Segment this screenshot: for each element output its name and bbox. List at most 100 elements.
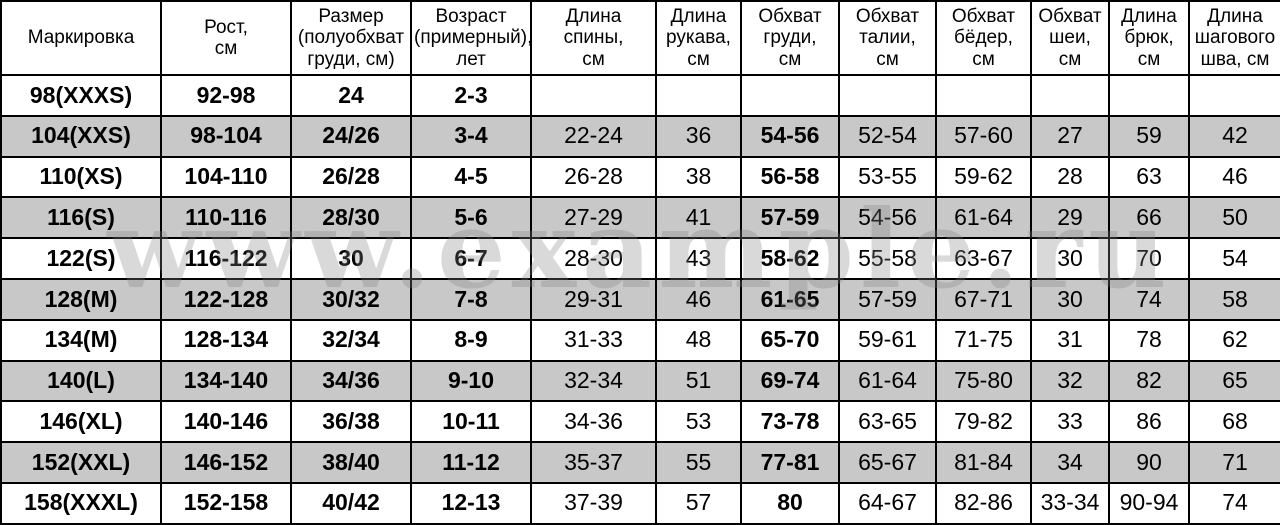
table-cell: 30 (1030, 277, 1110, 321)
table-cell: 24/26 (290, 114, 412, 158)
column-header: Длина рукава, см (655, 0, 742, 76)
row-size-label: 116(S) (0, 196, 162, 240)
table-cell: 62 (1188, 318, 1280, 362)
table-cell: 12-13 (410, 481, 532, 525)
table-cell: 50 (1188, 196, 1280, 240)
table-header: Маркировка Рост, см Размер (полуобхват груди,… (0, 0, 1280, 76)
table-cell: 146-152 (160, 441, 292, 484)
table-cell: 51 (655, 359, 742, 403)
table-cell: 34/36 (290, 359, 412, 403)
table-cell: 59 (1108, 114, 1190, 158)
table-cell: 104-110 (160, 155, 292, 199)
table-cell: 32 (1030, 359, 1110, 403)
table-body: 98(XXXS) 92-98 24 2-3 104(XXS) 98-104 24/26 3-4… (0, 74, 1280, 525)
column-header-line: Обхват (1038, 6, 1102, 28)
table-cell: 24 (290, 74, 412, 117)
column-header: Обхват талии, см (838, 0, 937, 76)
table-cell: 71 (1188, 441, 1280, 484)
table-cell: 28-30 (530, 237, 657, 280)
column-header-line: Маркировка (27, 27, 135, 49)
table-cell (530, 74, 657, 117)
table-cell: 82-86 (935, 481, 1032, 525)
column-header-line: см (1137, 48, 1161, 70)
table-cell: 53 (655, 400, 742, 444)
table-cell: 31-33 (530, 318, 657, 362)
table-cell: 65-70 (740, 318, 840, 362)
column-header-line: см (1058, 48, 1082, 70)
column-header-line: груди, (763, 27, 817, 49)
column-header-line: см (687, 48, 710, 70)
table-cell: 90 (1108, 441, 1190, 484)
table-cell: 63-65 (838, 400, 937, 444)
table-cell: 81-84 (935, 441, 1032, 484)
column-header-line: Рост, (204, 16, 248, 38)
table-cell: 4-5 (410, 155, 532, 199)
table-cell: 92-98 (160, 74, 292, 117)
table-cell: 30/32 (290, 277, 412, 321)
table-cell: 26-28 (530, 155, 657, 199)
table-cell: 128-134 (160, 318, 292, 362)
table-cell: 3-4 (410, 114, 532, 158)
table-cell: 10-11 (410, 400, 532, 444)
table-cell: 30 (1030, 237, 1110, 280)
column-header: Обхват шеи, см (1030, 0, 1110, 76)
table-cell: 57-59 (740, 196, 840, 240)
column-header-line: талии, (859, 27, 916, 49)
column-header-line: см (876, 48, 899, 70)
table-cell: 7-8 (410, 277, 532, 321)
row-size-label: 146(XL) (0, 400, 162, 444)
table-cell (1188, 74, 1280, 117)
table-row: 104(XXS) 98-104 24/26 3-4 22-24 36 54-56 52-54 5… (0, 114, 1280, 158)
table-cell (838, 74, 937, 117)
column-header: Рост, см (160, 0, 292, 76)
table-cell: 63-67 (935, 237, 1032, 280)
table-cell: 54 (1188, 237, 1280, 280)
table-cell: 28 (1030, 155, 1110, 199)
table-cell: 58 (1188, 277, 1280, 321)
table-cell: 8-9 (410, 318, 532, 362)
table-cell: 86 (1108, 400, 1190, 444)
column-header: Возраст (примерный), лет (410, 0, 532, 76)
table-cell: 63 (1108, 155, 1190, 199)
column-header-line: Возраст (435, 6, 507, 28)
table-cell: 140-146 (160, 400, 292, 444)
table-cell: 52-54 (838, 114, 937, 158)
column-header-line: лет (456, 48, 486, 70)
table-cell: 35-37 (530, 441, 657, 484)
table-cell: 37-39 (530, 481, 657, 525)
table-cell: 27-29 (530, 196, 657, 240)
column-header: Обхват бёдер, см (935, 0, 1032, 76)
table-cell: 66 (1108, 196, 1190, 240)
column-header: Длина спины, см (530, 0, 657, 76)
table-cell: 31 (1030, 318, 1110, 362)
table-cell: 43 (655, 237, 742, 280)
table-cell: 46 (655, 277, 742, 321)
table-cell: 42 (1188, 114, 1280, 158)
table-cell: 77-81 (740, 441, 840, 484)
table-cell: 11-12 (410, 441, 532, 484)
table-cell: 40/42 (290, 481, 412, 525)
column-header-line: Обхват (758, 6, 822, 28)
row-size-label: 134(M) (0, 318, 162, 362)
column-header-line: брюк, (1124, 27, 1174, 49)
column-header-line: см (972, 48, 995, 70)
table-cell: 82 (1108, 359, 1190, 403)
table-cell: 69-74 (740, 359, 840, 403)
table-row: 128(M) 122-128 30/32 7-8 29-31 46 61-65 57-59 67… (0, 277, 1280, 321)
table-cell: 74 (1188, 481, 1280, 525)
column-header-line: см (214, 38, 238, 59)
table-cell: 36/38 (290, 400, 412, 444)
table-cell: 34-36 (530, 400, 657, 444)
row-size-label: 104(XXS) (0, 114, 162, 158)
table-cell: 65-67 (838, 441, 937, 484)
column-header-line: см (778, 48, 802, 70)
table-cell (935, 74, 1032, 117)
table-row: 98(XXXS) 92-98 24 2-3 (0, 74, 1280, 117)
row-size-label: 98(XXXS) (0, 74, 162, 117)
table-cell: 22-24 (530, 114, 657, 158)
column-header-line: Размер (318, 6, 384, 28)
table-cell: 70 (1108, 237, 1190, 280)
row-size-label: 128(M) (0, 277, 162, 321)
table-cell: 68 (1188, 400, 1280, 444)
